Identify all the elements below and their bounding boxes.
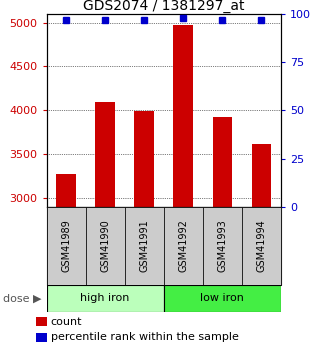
Bar <box>164 285 281 312</box>
Bar <box>36 317 47 326</box>
Bar <box>173 25 193 207</box>
Bar <box>47 285 164 312</box>
Bar <box>252 144 271 207</box>
Text: dose ▶: dose ▶ <box>3 294 42 303</box>
Text: GSM41989: GSM41989 <box>61 219 71 272</box>
Text: GSM41994: GSM41994 <box>256 219 266 272</box>
Bar <box>56 174 76 207</box>
Text: percentile rank within the sample: percentile rank within the sample <box>50 332 239 342</box>
Text: GSM41990: GSM41990 <box>100 219 110 272</box>
Bar <box>95 102 115 207</box>
Bar <box>213 117 232 207</box>
Bar <box>47 207 86 285</box>
Bar <box>36 333 47 342</box>
Text: GSM41992: GSM41992 <box>178 219 188 272</box>
Bar <box>242 207 281 285</box>
Text: GSM41993: GSM41993 <box>217 219 227 272</box>
Text: count: count <box>50 317 82 327</box>
Bar <box>164 207 203 285</box>
Bar <box>86 207 125 285</box>
Title: GDS2074 / 1381297_at: GDS2074 / 1381297_at <box>83 0 245 13</box>
Text: high iron: high iron <box>81 294 130 303</box>
Text: GSM41991: GSM41991 <box>139 219 149 272</box>
Bar <box>203 207 242 285</box>
Bar <box>134 111 154 207</box>
Bar <box>125 207 164 285</box>
Text: low iron: low iron <box>200 294 244 303</box>
